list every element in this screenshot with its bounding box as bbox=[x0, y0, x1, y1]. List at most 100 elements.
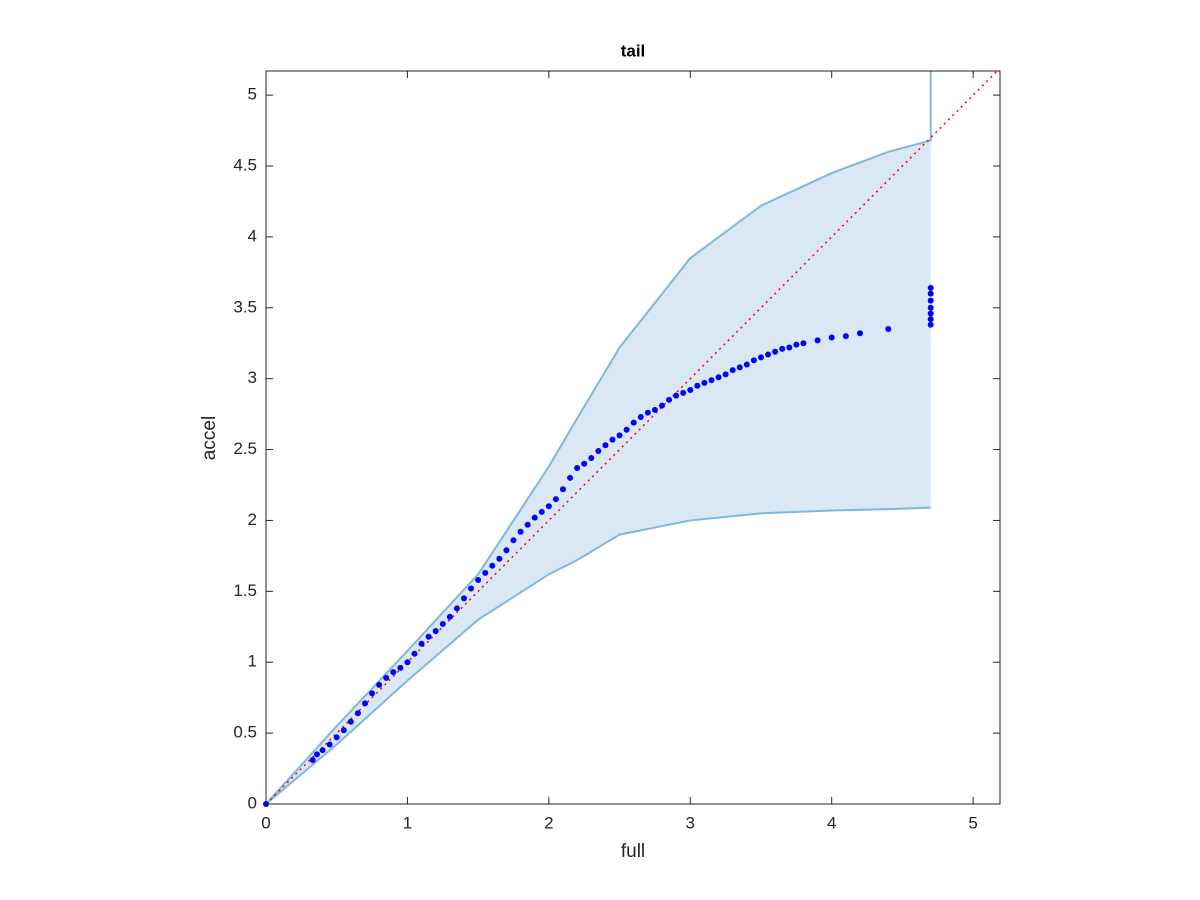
point bbox=[517, 528, 524, 535]
point bbox=[694, 382, 701, 389]
point bbox=[309, 757, 316, 764]
point bbox=[793, 341, 800, 348]
point bbox=[927, 290, 934, 297]
point bbox=[319, 747, 326, 754]
chart-title: tail bbox=[621, 41, 646, 60]
point bbox=[772, 348, 779, 355]
point bbox=[545, 503, 552, 510]
point bbox=[666, 396, 673, 403]
y-tick-label: 3 bbox=[248, 368, 257, 387]
point bbox=[715, 374, 722, 381]
point bbox=[757, 354, 764, 361]
point bbox=[729, 367, 736, 374]
point bbox=[722, 371, 729, 378]
point bbox=[927, 321, 934, 328]
y-tick-label: 4.5 bbox=[233, 155, 257, 174]
point bbox=[468, 585, 475, 592]
point bbox=[609, 436, 616, 443]
point bbox=[581, 460, 588, 467]
point bbox=[750, 357, 757, 364]
point bbox=[595, 447, 602, 454]
point bbox=[383, 674, 390, 681]
point bbox=[313, 751, 320, 758]
point bbox=[340, 727, 347, 734]
point bbox=[418, 640, 425, 647]
point bbox=[743, 361, 750, 368]
x-tick-label: 3 bbox=[686, 813, 695, 832]
point bbox=[439, 620, 446, 627]
point bbox=[411, 650, 418, 657]
point bbox=[574, 464, 581, 471]
point bbox=[927, 310, 934, 317]
point bbox=[432, 628, 439, 635]
point bbox=[736, 364, 743, 371]
point bbox=[453, 605, 460, 612]
point bbox=[333, 734, 340, 741]
point bbox=[623, 426, 630, 433]
point bbox=[390, 669, 397, 676]
point bbox=[475, 576, 482, 583]
x-tick-label: 0 bbox=[261, 813, 270, 832]
point bbox=[828, 334, 835, 341]
point bbox=[531, 514, 538, 521]
x-axis-label: full bbox=[621, 841, 645, 862]
point bbox=[885, 326, 892, 333]
point bbox=[673, 392, 680, 399]
y-axis-label: accel bbox=[199, 416, 220, 460]
point bbox=[326, 741, 333, 748]
point bbox=[552, 496, 559, 503]
point bbox=[602, 442, 609, 449]
point bbox=[842, 333, 849, 340]
point bbox=[510, 537, 517, 544]
point bbox=[765, 351, 772, 358]
y-tick-label: 3.5 bbox=[233, 297, 257, 316]
point bbox=[588, 455, 595, 462]
point bbox=[779, 345, 786, 352]
y-tick-label: 1.5 bbox=[233, 581, 257, 600]
point bbox=[680, 389, 687, 396]
point bbox=[856, 330, 863, 337]
point bbox=[489, 562, 496, 569]
y-tick-label: 1 bbox=[248, 652, 257, 671]
point bbox=[927, 304, 934, 311]
point bbox=[354, 710, 361, 717]
point bbox=[630, 419, 637, 426]
band-upper-line bbox=[266, 71, 932, 804]
point bbox=[446, 613, 453, 620]
point bbox=[361, 700, 368, 707]
confidence-band bbox=[266, 71, 931, 804]
point bbox=[701, 379, 708, 386]
point bbox=[658, 402, 665, 409]
point bbox=[567, 474, 574, 481]
point bbox=[425, 633, 432, 640]
axes-box bbox=[265, 70, 1001, 805]
point bbox=[369, 690, 376, 697]
point bbox=[460, 595, 467, 602]
y-tick-label: 4 bbox=[248, 226, 257, 245]
y-tick-label: 2.5 bbox=[233, 439, 257, 458]
point bbox=[644, 409, 651, 416]
point bbox=[482, 569, 489, 576]
point bbox=[404, 659, 411, 666]
x-tick-label: 5 bbox=[968, 813, 977, 832]
point bbox=[524, 521, 531, 528]
point bbox=[800, 340, 807, 347]
point bbox=[538, 508, 545, 515]
point bbox=[559, 486, 566, 493]
point bbox=[927, 284, 934, 291]
point bbox=[927, 316, 934, 323]
point bbox=[616, 432, 623, 439]
x-tick-label: 2 bbox=[544, 813, 553, 832]
point bbox=[637, 413, 644, 420]
x-tick-label: 1 bbox=[403, 813, 412, 832]
point bbox=[708, 377, 715, 384]
point bbox=[786, 344, 793, 351]
point bbox=[814, 337, 821, 344]
point bbox=[496, 555, 503, 562]
point bbox=[927, 297, 934, 304]
point bbox=[651, 406, 658, 413]
point bbox=[503, 547, 510, 554]
point bbox=[347, 718, 354, 725]
x-tick-label: 4 bbox=[827, 813, 836, 832]
